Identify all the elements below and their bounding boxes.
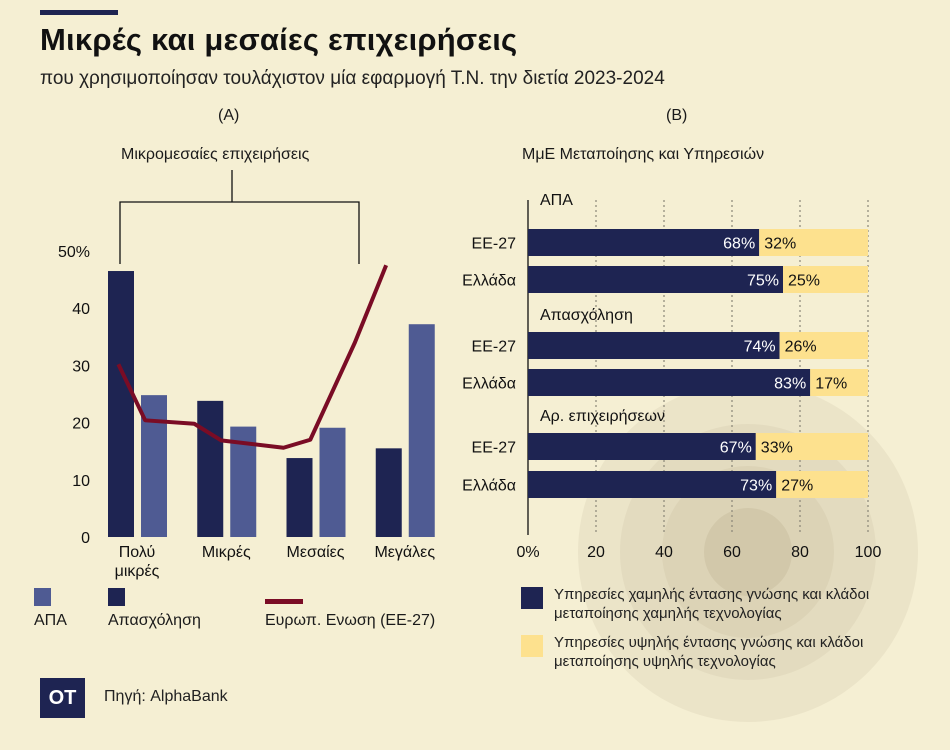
panel-a-label: (Α) — [218, 107, 240, 124]
data-label-low: 75% — [747, 273, 779, 290]
row-label: ΕΕ-27 — [472, 236, 517, 253]
bar-low — [528, 369, 811, 396]
x-tick-label: 100 — [855, 544, 882, 561]
bar-low — [528, 471, 777, 498]
data-label-high: 26% — [785, 339, 817, 356]
data-label-high: 17% — [815, 376, 847, 393]
group-title: ΑΠΑ — [540, 192, 573, 209]
y-tick-label: 20 — [72, 416, 90, 433]
group-title: Αρ. επιχειρήσεων — [540, 408, 665, 425]
data-label-low: 74% — [744, 339, 776, 356]
data-label-high: 27% — [781, 478, 813, 495]
x-tick-label: 40 — [655, 544, 673, 561]
bar-employment — [108, 271, 134, 537]
decor-circle — [704, 508, 792, 596]
bar-low — [528, 229, 760, 256]
x-tick-label: 0% — [516, 544, 539, 561]
legend-high-swatch — [521, 635, 543, 657]
legend-high-label: Υπηρεσίες υψηλής έντασης γνώσης και κλάδ… — [554, 634, 864, 670]
data-label-high: 32% — [764, 236, 796, 253]
bar-employment — [197, 400, 224, 537]
ot-logo: OT — [40, 678, 85, 718]
panel-a-group-label: Μικρομεσαίες επιχειρήσεις — [121, 146, 310, 163]
row-label: Ελλάδα — [462, 376, 516, 393]
source-note: Πηγή: AlphaBank — [104, 688, 228, 705]
legend-employment-swatch — [108, 588, 125, 606]
row-label: ΕΕ-27 — [472, 440, 517, 457]
x-tick-label: 60 — [723, 544, 741, 561]
bar-low — [528, 332, 780, 359]
data-label-low: 67% — [720, 440, 752, 457]
bar-high — [810, 369, 868, 396]
bar-employment — [286, 458, 313, 537]
data-label-low: 83% — [774, 376, 806, 393]
bar-high — [783, 266, 868, 293]
legend-eu-label: Ευρωπ. Ενωση (ΕΕ-27) — [265, 612, 436, 629]
legend-apa-label: ΑΠΑ — [34, 612, 67, 629]
bar-apa — [408, 324, 435, 537]
row-label: ΕΕ-27 — [472, 339, 517, 356]
data-label-low: 68% — [723, 236, 755, 253]
bar-high — [759, 229, 868, 256]
category-label: Μεσαίες — [287, 544, 345, 561]
category-label: Μικρές — [202, 544, 251, 561]
data-label-high: 33% — [761, 440, 793, 457]
legend-apa-swatch — [34, 588, 51, 606]
data-label-low: 73% — [740, 478, 772, 495]
panel-b-label: (Β) — [666, 107, 688, 124]
y-tick-label: 0 — [81, 530, 90, 547]
bar-low — [528, 266, 783, 293]
legend-eu-line — [265, 599, 303, 604]
bar-low — [528, 433, 756, 460]
legend-employment-label: Απασχόληση — [108, 612, 201, 629]
bar-high — [779, 332, 868, 359]
y-tick-label: 40 — [72, 301, 90, 318]
category-label: μικρές — [115, 563, 160, 580]
legend-low-label: Υπηρεσίες χαμηλής έντασης γνώσης και κλά… — [554, 586, 870, 622]
panel-b-group-label: ΜμΕ Μεταποίησης και Υπηρεσιών — [522, 146, 765, 163]
x-tick-label: 80 — [791, 544, 809, 561]
row-label: Ελλάδα — [462, 273, 516, 290]
x-tick-label: 20 — [587, 544, 605, 561]
legend-low-swatch — [521, 587, 543, 609]
category-label: Μεγάλες — [374, 544, 435, 561]
data-label-high: 25% — [788, 273, 820, 290]
bar-high — [776, 471, 868, 498]
bar-apa — [319, 427, 346, 537]
eu-line — [116, 264, 388, 450]
title-accent-line — [40, 10, 118, 15]
y-tick-label: 30 — [72, 358, 90, 375]
bar-high — [755, 433, 868, 460]
group-title: Απασχόληση — [540, 307, 633, 324]
page-subtitle: που χρησιμοποίησαν τουλάχιστον μία εφαρμ… — [40, 68, 665, 89]
page-title: Μικρές και μεσαίες επιχειρήσεις — [40, 22, 518, 57]
y-tick-label: 50% — [58, 244, 90, 261]
y-tick-label: 10 — [72, 473, 90, 490]
bar-employment — [375, 448, 402, 537]
category-label: Πολύ — [119, 544, 156, 561]
row-label: Ελλάδα — [462, 478, 516, 495]
bracket-line — [119, 201, 360, 264]
